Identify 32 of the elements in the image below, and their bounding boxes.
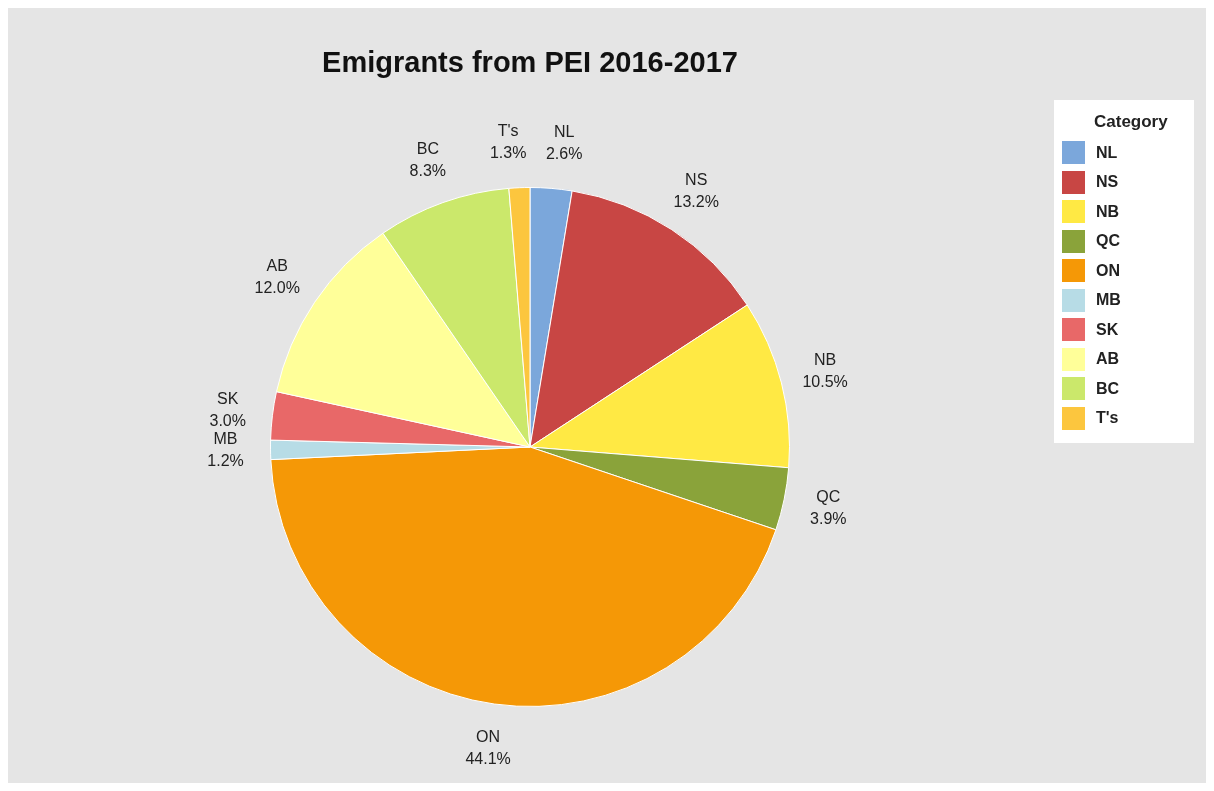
legend-label: SK: [1096, 320, 1119, 339]
slice-label: NB: [813, 351, 837, 369]
slice-label: NS: [685, 171, 708, 189]
slice-label: SK: [217, 389, 239, 407]
data-label: 12.0%: [254, 278, 300, 296]
legend-title: Category: [1094, 112, 1169, 132]
data-label: 3.9%: [810, 509, 847, 527]
data-label: 1.2%: [207, 451, 244, 469]
slice-label: BC: [416, 139, 439, 157]
data-label: 1.3%: [489, 144, 527, 162]
legend-label: BC: [1096, 379, 1120, 398]
slice-label: AB: [266, 256, 288, 274]
slice-label: NL: [553, 122, 575, 140]
legend-label: NB: [1096, 202, 1120, 221]
data-label: 2.6%: [545, 144, 583, 162]
data-label: 3.0%: [209, 411, 246, 429]
data-label: 8.3%: [409, 161, 447, 179]
data-label: 10.5%: [802, 373, 848, 391]
chart-title: Emigrants from PEI 2016-2017: [321, 46, 739, 79]
slice-label: T's: [497, 122, 519, 140]
slice-label: ON: [476, 728, 501, 746]
slice-label: QC: [816, 487, 841, 505]
legend-label: ON: [1096, 261, 1120, 280]
data-label: 13.2%: [673, 193, 719, 211]
slice-label: MB: [213, 429, 238, 447]
legend-label: T's: [1096, 409, 1119, 428]
legend-label: NS: [1096, 173, 1119, 192]
data-label: 44.1%: [465, 750, 511, 768]
legend-label: QC: [1096, 232, 1120, 251]
legend-label: AB: [1096, 350, 1120, 369]
legend-label: MB: [1096, 291, 1121, 310]
legend-label: NL: [1096, 143, 1118, 162]
